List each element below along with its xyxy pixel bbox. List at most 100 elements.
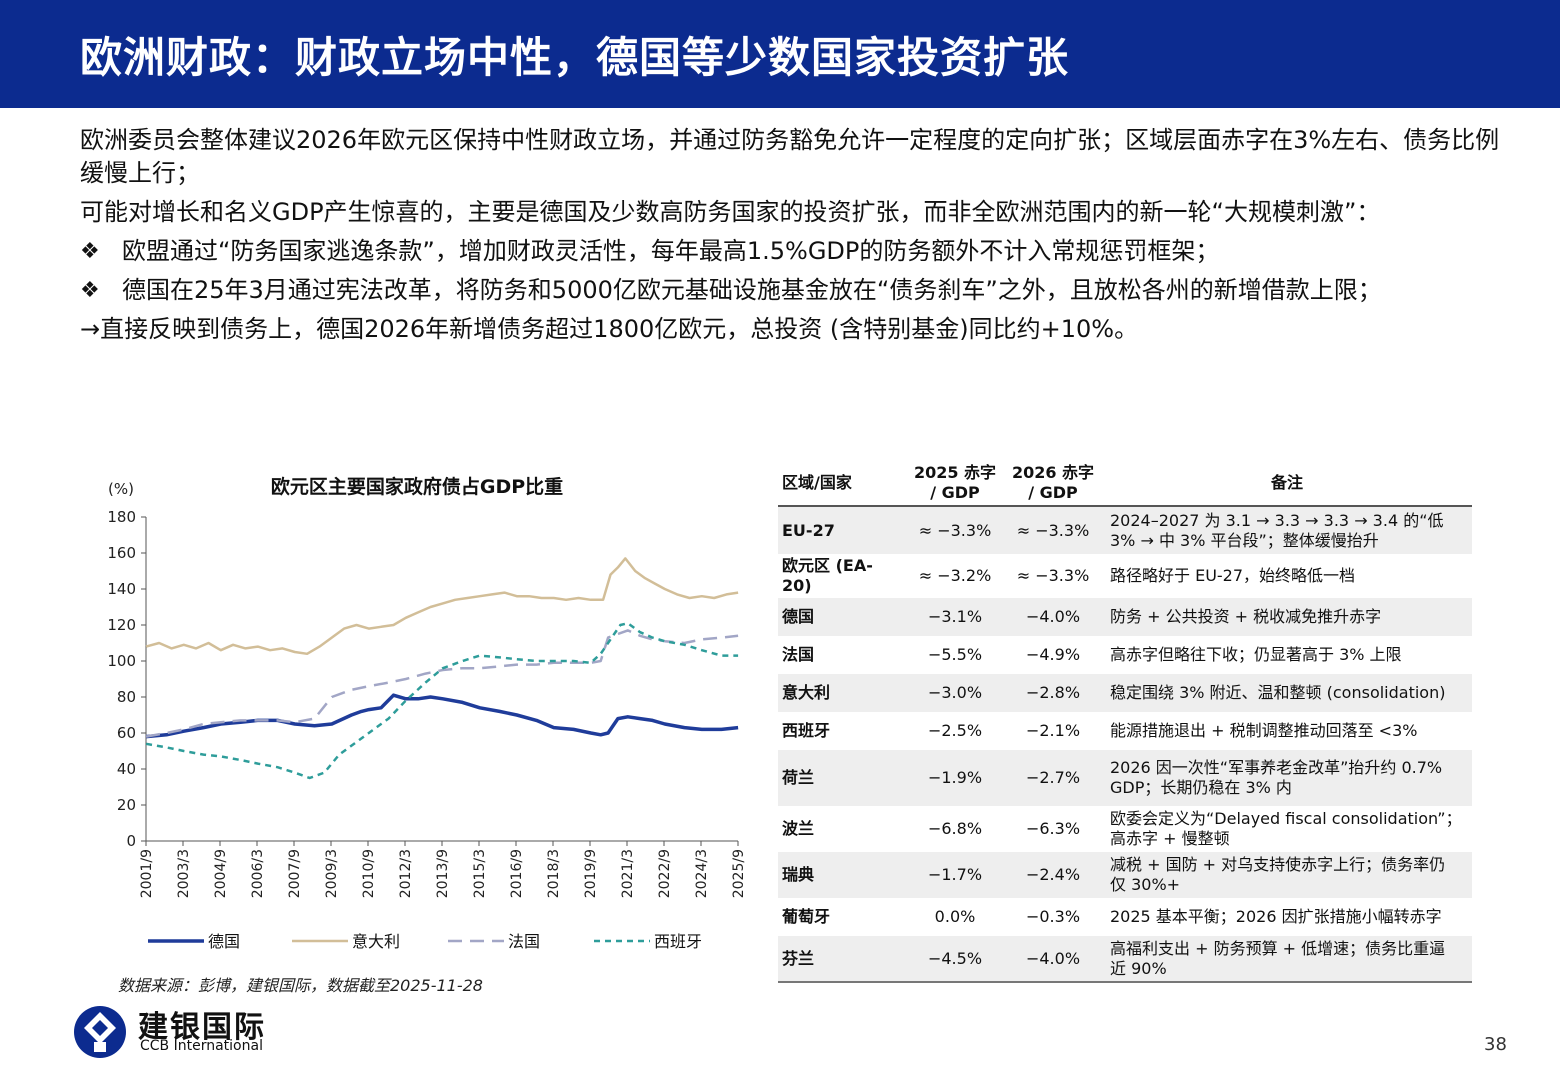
note-line: 近 90%	[1110, 958, 1167, 978]
series-line-0	[145, 693, 739, 739]
note-cell: 高福利支出 + 防务预算 + 低增速；债务比重逼近 90%	[1102, 936, 1472, 983]
y-tick-label: 80	[117, 688, 136, 706]
header-deficit-2026: 2026 赤字 / GDP	[1004, 460, 1102, 507]
debt-chart: 欧元区主要国家政府债占GDP比重 (%) 0 20 40 60 80 100 120 140 1…	[80, 460, 760, 970]
y-tick-label: 140	[107, 580, 136, 598]
note-line: 2024–2027 为 3.1 → 3.3 → 3.3 → 3.4 的“低	[1110, 510, 1444, 530]
region-cell: 荷兰	[778, 750, 906, 806]
y-tick-label: 60	[117, 724, 136, 742]
bullet-item-1: ❖ 欧盟通过“防务国家逃逸条款”，增加财政灵活性，每年最高1.5%GDP的防务额…	[80, 235, 1520, 268]
deficit-2026-cell: −4.0%	[1004, 936, 1102, 983]
bullet-text-1: 欧盟通过“防务国家逃逸条款”，增加财政灵活性，每年最高1.5%GDP的防务额外不…	[122, 237, 1220, 265]
chart-title: 欧元区主要国家政府债占GDP比重	[271, 475, 563, 498]
table-row: 欧元区 (EA-20) ≈ −3.2% ≈ −3.3% 路径略好于 EU-27，…	[778, 554, 1472, 598]
deficit-2025-cell: ≈ −3.2%	[918, 566, 992, 585]
y-tick-label: 120	[107, 616, 136, 634]
body-text: 欧洲委员会整体建议2026年欧元区保持中性财政立场，并通过防务豁免允许一定程度的…	[80, 124, 1520, 352]
note-cell: 稳定围绕 3% 附近、温和整顿 (consolidation)	[1102, 674, 1472, 712]
deficit-2026-cell: −4.0%	[1004, 598, 1102, 636]
header-deficit-2025-line1: 2025 赤字	[913, 462, 997, 482]
logo-text-en: CCB International	[140, 1038, 263, 1054]
region-cell: 瑞典	[778, 852, 906, 898]
paragraph-1: 欧洲委员会整体建议2026年欧元区保持中性财政立场，并通过防务豁免允许一定程度的…	[80, 126, 1500, 187]
note-cell: 能源措施退出 + 税制调整推动回落至 <3%	[1102, 712, 1472, 750]
x-tick-label: 2006/3	[250, 849, 266, 898]
header-region: 区域/国家	[778, 460, 906, 507]
note-line: 防务 + 公共投资 + 税收减免推升赤字	[1110, 607, 1382, 626]
paragraph-2: 可能对增长和名义GDP产生惊喜的，主要是德国及少数高防务国家的投资扩张，而非全欧…	[80, 198, 1381, 226]
note-cell: 路径略好于 EU-27，始终略低一档	[1102, 554, 1472, 598]
table-row: 法国 −5.5% −4.9% 高赤字但略往下收；仍显著高于 3% 上限	[778, 636, 1472, 674]
note-line: 2026 因一次性“军事养老金改革”抬升约 0.7%	[1110, 758, 1443, 777]
y-tick-label: 180	[107, 508, 136, 526]
x-tick-label: 2016/9	[509, 849, 525, 898]
x-tick-label: 2024/3	[694, 849, 710, 898]
x-tick-label: 2010/9	[361, 849, 377, 898]
note-line: 高福利支出 + 防务预算 + 低增速；债务比重逼	[1110, 938, 1446, 958]
deficit-2026-cell: −0.3%	[1025, 907, 1081, 926]
chart-series	[145, 557, 739, 780]
note-cell: 防务 + 公共投资 + 税收减免推升赤字	[1102, 598, 1472, 636]
deficit-table: 区域/国家 2025 赤字 / GDP 2026 赤字 / GDP 备注 EU-…	[778, 460, 1472, 983]
region-cell: 法国	[782, 645, 815, 664]
note-cell: 减税 + 国防 + 对乌支持使赤字上行；债务率仍仅 30%+	[1102, 852, 1472, 898]
header-deficit-2025-line2: / GDP	[930, 482, 980, 502]
note-line: 欧委会定义为“Delayed fiscal consolidation”；	[1110, 809, 1462, 828]
note-line: 路径略好于 EU-27，始终略低一档	[1110, 566, 1356, 585]
note-line: 能源措施退出 + 税制调整推动回落至 <3%	[1110, 721, 1418, 740]
table-row: 芬兰 −4.5% −4.0% 高福利支出 + 防务预算 + 低增速；债务比重逼近…	[778, 936, 1472, 983]
deficit-2026-cell: −4.9%	[1025, 645, 1081, 664]
series-line-1	[145, 557, 739, 656]
x-tick-label: 2013/9	[435, 849, 451, 898]
deficit-2025-cell: −2.5%	[927, 721, 983, 740]
legend-label-1: 意大利	[352, 932, 400, 951]
region-cell: 芬兰	[778, 936, 906, 983]
series-line-3	[145, 621, 739, 780]
deficit-2025-cell: −1.9%	[906, 750, 1004, 806]
debt-chart-svg: 欧元区主要国家政府债占GDP比重 (%) 0 20 40 60 80 100 120 140 1…	[107, 475, 747, 951]
x-tick-label: 2021/3	[620, 849, 636, 898]
note-cell: 欧委会定义为“Delayed fiscal consolidation”； 高赤字…	[1102, 806, 1472, 852]
x-tick-label: 2022/9	[657, 849, 673, 898]
note-line: 2025 基本平衡；2026 因扩张措施小幅转赤字	[1110, 907, 1442, 926]
x-tick-label: 2025/9	[731, 849, 747, 898]
header-deficit-2025: 2025 赤字 / GDP	[906, 460, 1004, 507]
deficit-2025-cell: −1.7%	[906, 852, 1004, 898]
table-row: 西班牙 −2.5% −2.1% 能源措施退出 + 税制调整推动回落至 <3%	[778, 712, 1472, 750]
deficit-2025-cell: ≈ −3.3%	[906, 506, 1004, 554]
note-cell: 高赤字但略往下收；仍显著高于 3% 上限	[1102, 636, 1472, 674]
note-line: 高赤字 + 慢整顿	[1110, 829, 1230, 848]
legend-label-2: 法国	[508, 932, 540, 951]
x-tick-label: 2007/9	[287, 849, 303, 898]
note-cell: 2026 因一次性“军事养老金改革”抬升约 0.7% GDP；长期仍稳在 3% 内	[1102, 750, 1472, 806]
deficit-2026-cell: −2.1%	[1025, 721, 1081, 740]
y-tick-label: 100	[107, 652, 136, 670]
table-row: 德国 −3.1% −4.0% 防务 + 公共投资 + 税收减免推升赤字	[778, 598, 1472, 636]
y-tick-label: 20	[117, 796, 136, 814]
table-row: 波兰 −6.8% −6.3% 欧委会定义为“Delayed fiscal con…	[778, 806, 1472, 852]
bullet-text-2: 德国在25年3月通过宪法改革，将防务和5000亿欧元基础设施基金放在“债务刹车”…	[122, 276, 1382, 304]
deficit-2025-cell: −3.0%	[906, 674, 1004, 712]
series-line-2	[145, 629, 739, 738]
legend-label-3: 西班牙	[654, 932, 702, 951]
table-row: 荷兰 −1.9% −2.7% 2026 因一次性“军事养老金改革”抬升约 0.7…	[778, 750, 1472, 806]
page-number: 38	[1484, 1034, 1507, 1055]
note-cell: 2024–2027 为 3.1 → 3.3 → 3.3 → 3.4 的“低 3% …	[1102, 506, 1472, 554]
bullet-item-2: ❖ 德国在25年3月通过宪法改革，将防务和5000亿欧元基础设施基金放在“债务刹…	[80, 274, 1520, 307]
region-cell: EU-27	[778, 506, 906, 554]
header-note: 备注	[1102, 460, 1472, 507]
deficit-2025-cell: −5.5%	[927, 645, 983, 664]
x-tick-label: 2015/3	[472, 849, 488, 898]
region-cell: 葡萄牙	[782, 907, 831, 926]
region-cell: 西班牙	[782, 721, 831, 740]
region-cell: 德国	[778, 598, 906, 636]
source-note: 数据来源：彭博，建银国际，数据截至2025-11-28	[118, 976, 483, 995]
conclusion-text: →直接反映到债务上，德国2026年新增债务超过1800亿欧元，总投资 (含特别基…	[80, 315, 1139, 343]
title-bar: 欧洲财政：财政立场中性，德国等少数国家投资扩张	[0, 0, 1560, 108]
y-tick-label: 40	[117, 760, 136, 778]
x-tick-label: 2018/3	[546, 849, 562, 898]
deficit-2025-cell: −3.1%	[906, 598, 1004, 636]
table-header-row: 区域/国家 2025 赤字 / GDP 2026 赤字 / GDP 备注	[778, 460, 1472, 507]
table-row: EU-27 ≈ −3.3% ≈ −3.3% 2024–2027 为 3.1 → …	[778, 506, 1472, 554]
deficit-2026-cell: −2.7%	[1004, 750, 1102, 806]
